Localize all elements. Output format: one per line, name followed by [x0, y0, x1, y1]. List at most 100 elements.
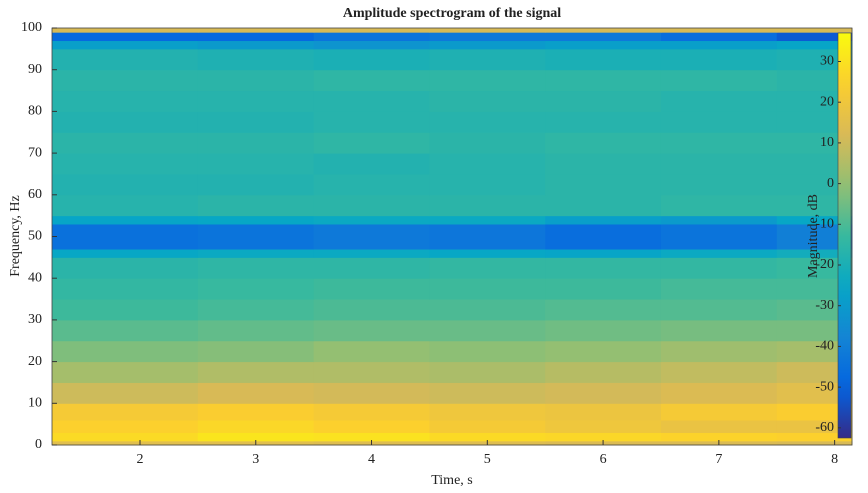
- heatmap-cell: [776, 340, 853, 363]
- heatmap-cell: [52, 361, 199, 383]
- heatmap-cell: [313, 90, 430, 112]
- heatmap-cell: [545, 340, 662, 363]
- heatmap-cell: [197, 32, 315, 42]
- heatmap-cell: [313, 223, 430, 250]
- heatmap-cell: [429, 432, 546, 442]
- colorbar-tick-label: -30: [815, 298, 834, 313]
- heatmap-cell: [776, 432, 853, 442]
- heatmap-cell: [660, 215, 778, 225]
- heatmap-cell: [776, 111, 853, 133]
- heatmap-cell: [429, 419, 546, 433]
- colorbar: [837, 32, 852, 439]
- heatmap-cell: [52, 278, 199, 300]
- heatmap-cell: [660, 299, 778, 321]
- heatmap-cell: [52, 69, 199, 92]
- heatmap-cell: [197, 153, 315, 175]
- heatmap-cell: [776, 257, 853, 279]
- heatmap-cell: [52, 215, 199, 225]
- y-tick-label: 20: [28, 354, 42, 369]
- heatmap-cell: [313, 419, 430, 433]
- y-tick-label: 10: [28, 396, 42, 411]
- heatmap-cell: [545, 419, 662, 433]
- heatmap-cell: [776, 419, 853, 433]
- heatmap-cell: [545, 249, 662, 258]
- heatmap-cell: [776, 299, 853, 321]
- heatmap-cell: [776, 194, 853, 217]
- heatmap-cell: [545, 90, 662, 112]
- heatmap-cell: [429, 48, 546, 71]
- colorbar-tick-label: -60: [815, 420, 834, 435]
- heatmap-cell: [52, 48, 199, 71]
- heatmap-cell: [197, 257, 315, 279]
- heatmap-cell: [545, 194, 662, 217]
- heatmap-cell: [52, 249, 199, 258]
- heatmap-cell: [545, 48, 662, 71]
- x-tick-label: 2: [136, 452, 143, 467]
- y-tick-label: 90: [28, 62, 42, 77]
- heatmap-cell: [429, 361, 546, 383]
- colorbar-tick-label: 10: [820, 135, 834, 150]
- heatmap-cell: [660, 28, 778, 33]
- heatmap-cell: [197, 40, 315, 50]
- heatmap-cell: [313, 48, 430, 71]
- heatmap-cell: [776, 319, 853, 342]
- heatmap-cell: [313, 361, 430, 383]
- heatmap-cell: [776, 278, 853, 300]
- heatmap-cell: [429, 215, 546, 225]
- heatmap-cell: [776, 90, 853, 112]
- y-tick-label: 0: [35, 437, 42, 452]
- heatmap-cell: [660, 319, 778, 342]
- heatmap-cell: [313, 28, 430, 33]
- heatmap-cell: [776, 69, 853, 92]
- heatmap-cell: [197, 69, 315, 92]
- heatmap-cell: [545, 257, 662, 279]
- heatmap-cell: [660, 419, 778, 433]
- heatmap-cell: [197, 432, 315, 442]
- y-axis-label: Frequency, Hz: [8, 195, 23, 277]
- heatmap-cell: [197, 223, 315, 250]
- heatmap-cell: [429, 257, 546, 279]
- heatmap-cell: [313, 249, 430, 258]
- heatmap-cell: [545, 69, 662, 92]
- x-tick-label: 5: [484, 452, 491, 467]
- heatmap-cell: [660, 90, 778, 112]
- heatmap-cell: [429, 32, 546, 42]
- heatmap-cell: [660, 278, 778, 300]
- heatmap-cell: [429, 194, 546, 217]
- heatmap-cell: [776, 28, 853, 33]
- x-tick-label: 7: [715, 452, 722, 467]
- x-tick-label: 8: [831, 452, 838, 467]
- heatmap-cell: [660, 173, 778, 196]
- heatmap-cell: [197, 48, 315, 71]
- heatmap-cell: [660, 69, 778, 92]
- heatmap-cell: [52, 173, 199, 196]
- heatmap-cell: [429, 28, 546, 33]
- heatmap-cell: [545, 132, 662, 154]
- heatmap-cell: [313, 111, 430, 133]
- heatmap-cell: [660, 48, 778, 71]
- heatmap-cell: [429, 223, 546, 250]
- heatmap-cell: [545, 278, 662, 300]
- heatmap-cell: [429, 340, 546, 363]
- x-axis-label: Time, s: [431, 473, 473, 488]
- heatmap-cell: [660, 32, 778, 42]
- heatmap-cell: [313, 403, 430, 421]
- heatmap-cell: [313, 153, 430, 175]
- heatmap-cell: [52, 299, 199, 321]
- heatmap-cell: [197, 90, 315, 112]
- heatmap-cell: [545, 299, 662, 321]
- heatmap-cell: [313, 194, 430, 217]
- heatmap-cell: [776, 32, 853, 42]
- heatmap-cell: [776, 215, 853, 225]
- heatmap-cell: [776, 361, 853, 383]
- heatmap-cell: [660, 111, 778, 133]
- heatmap-cell: [313, 132, 430, 154]
- heatmap-cell: [429, 132, 546, 154]
- heatmap-cell: [429, 299, 546, 321]
- heatmap-cell: [776, 382, 853, 404]
- heatmap-cell: [776, 440, 853, 446]
- chart-title: Amplitude spectrogram of the signal: [343, 6, 561, 21]
- heatmap-cell: [660, 340, 778, 363]
- heatmap-cell: [660, 223, 778, 250]
- heatmap-cell: [545, 403, 662, 421]
